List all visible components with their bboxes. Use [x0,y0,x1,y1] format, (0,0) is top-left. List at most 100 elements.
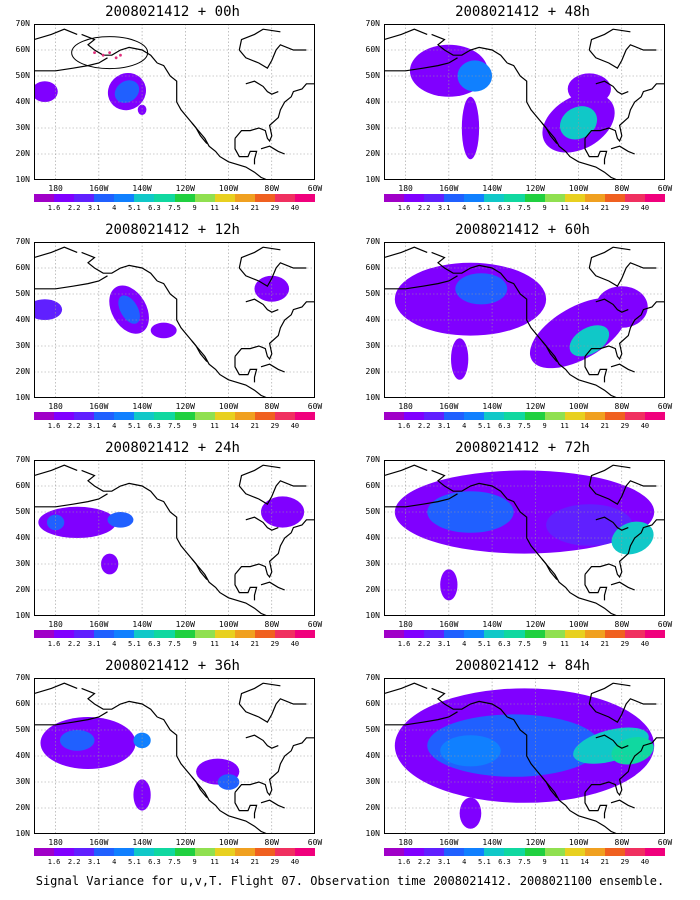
coastline [234,301,315,361]
longitude-tick-label: 160W [439,184,459,193]
colorbar-swatch [624,194,646,202]
longitude-tick-label: 180 [398,184,413,193]
colorbar-label: 5.1 [128,204,141,212]
longitude-tick-label: 160W [89,402,109,411]
colorbar-label: 5.1 [478,640,491,648]
colorbar-swatch [34,848,55,856]
colorbar-swatch [464,848,485,856]
colorbar-label: 21 [250,204,259,212]
colorbar-swatch [154,630,175,638]
longitude-tick-label: 100W [218,838,239,847]
colorbar-label: 7.5 [168,640,181,648]
coastline [610,363,635,373]
colorbar-label: 29 [620,858,630,866]
map-frame [34,24,315,180]
latitude-tick-label: 30N [365,341,380,350]
coastline [34,711,108,726]
latitude-tick-label: 20N [365,585,380,594]
map-plot [34,678,315,834]
coastline [238,28,281,51]
longitude-tick-label: 120W [525,402,545,411]
colorbar-label: 40 [290,858,300,866]
latitude-tick-label: 40N [15,533,30,542]
variance-region [427,491,514,533]
longitude-tick-label: 180 [398,402,413,411]
colorbar-label: 29 [270,640,280,648]
coastline [595,516,629,531]
colorbar-label: 14 [230,640,239,648]
latitude-tick-label: 50N [15,289,30,298]
latitude-tick-label: 70N [365,19,380,28]
coastline [588,262,657,288]
map-plot [384,242,665,398]
latitude-tick-label: 30N [15,559,30,568]
colorbar-swatch [214,848,235,856]
colorbar-swatch [604,412,625,420]
colorbar-label: 9 [192,858,197,866]
dropsonde-point [101,53,105,57]
colorbar-swatch [34,194,55,202]
longitude-tick-label: 180 [398,620,413,629]
coastline [588,246,631,269]
colorbar-swatch [544,194,565,202]
longitude-tick-label: 120W [525,838,545,847]
coastline [610,145,635,155]
longitude-tick-label: 80W [614,184,629,193]
latitude-tick-label: 10N [365,829,380,838]
coastline [81,33,158,64]
coastline [584,301,665,361]
colorbar-swatch [645,630,666,638]
colorbar-swatch [254,630,275,638]
longitude-tick-label: 60W [307,838,323,847]
colorbar-swatch [444,412,465,420]
colorbar-swatch [234,630,255,638]
variance-region [38,506,117,538]
colorbar-label: 3.1 [87,204,101,212]
colorbar-swatch [604,848,625,856]
longitude-tick-label: 180 [398,838,413,847]
colorbar [384,630,666,638]
dropsonde-point [114,56,118,60]
colorbar-swatch [645,194,666,202]
coastline [191,340,208,362]
colorbar-label: 7.5 [518,422,531,430]
coastline [156,716,268,834]
longitude-tick-label: 80W [614,402,629,411]
longitude-tick-label: 120W [525,184,545,193]
coastline [34,28,78,41]
coastline [234,356,258,383]
map-plot [384,24,665,180]
latitude-tick-label: 70N [365,237,380,246]
colorbar-swatch [194,412,215,420]
colorbar-swatch [504,194,525,202]
panel-title: 2008021412 + 36h [105,658,240,674]
coastline [34,275,108,290]
latitude-tick-label: 30N [15,123,30,132]
colorbar-label: 29 [270,858,280,866]
colorbar-swatch [544,848,565,856]
colorbar-label: 11 [560,858,569,866]
coastline [506,280,618,398]
colorbar-label: 4 [112,204,117,212]
longitude-tick-label: 160W [89,620,109,629]
colorbar-label: 7.5 [518,858,531,866]
colorbar-label: 1.6 [397,422,411,430]
coastline [584,737,665,797]
variance-region [34,299,63,320]
colorbar-swatch [645,848,666,856]
coastline [431,469,508,500]
longitude-tick-label: 180 [48,184,63,193]
panel-title: 2008021412 + 72h [455,440,590,456]
longitude-tick-label: 100W [568,838,589,847]
longitude-tick-label: 60W [307,184,323,193]
latitude-tick-label: 20N [15,367,30,376]
longitude-tick-label: 140W [132,184,152,193]
longitude-tick-label: 100W [568,402,589,411]
colorbar-label: 14 [230,422,239,430]
map-panel: 2008021412 + 24h 70N 60N 50N 40N 30N 20N 10N 180… [0,440,345,650]
colorbar-label: 2.2 [67,422,81,430]
longitude-tick-label: 100W [568,184,589,193]
latitude-tick-label: 20N [365,367,380,376]
colorbar-label: 40 [290,422,300,430]
longitude-tick-label: 80W [264,838,279,847]
